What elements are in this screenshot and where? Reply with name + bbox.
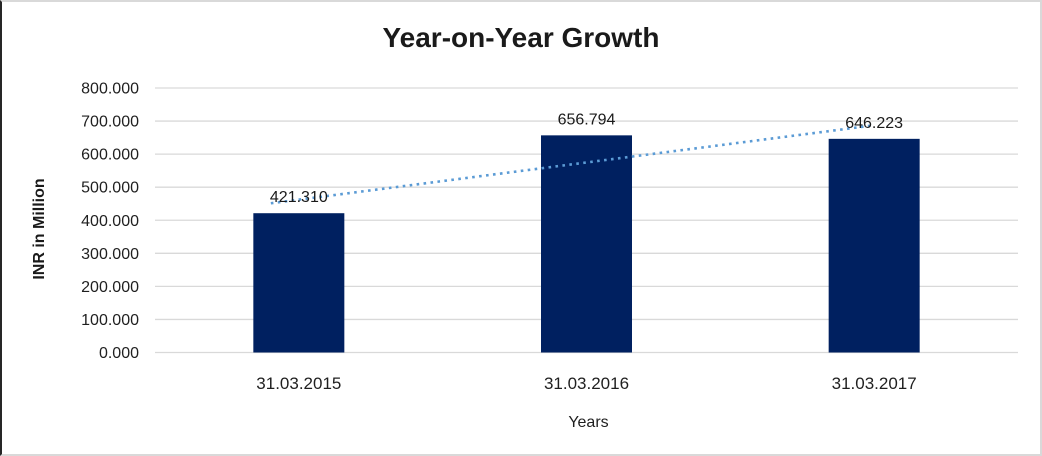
bar (541, 135, 632, 353)
y-tick-label: 600.000 (81, 147, 139, 164)
bar-data-label: 646.223 (845, 115, 903, 132)
bar (828, 138, 920, 353)
y-tick-label: 700.000 (81, 114, 139, 131)
y-tick-label: 100.000 (81, 312, 139, 329)
chart-title: Year-on-Year Growth (382, 22, 660, 53)
y-tick-label: 300.000 (81, 246, 139, 263)
bar-data-label: 421.310 (270, 189, 328, 206)
y-axis-title: INR in Million (31, 178, 48, 280)
bar (253, 213, 345, 353)
x-axis-title: Years (568, 414, 609, 431)
x-tick-label: 31.03.2017 (832, 374, 917, 393)
bar-data-label: 656.794 (558, 111, 616, 128)
y-tick-label: 0.000 (99, 345, 139, 362)
y-tick-label: 500.000 (81, 180, 139, 197)
y-tick-label: 800.000 (81, 81, 139, 98)
x-tick-label: 31.03.2016 (544, 374, 629, 393)
x-tick-label: 31.03.2015 (256, 374, 341, 393)
y-tick-label: 200.000 (81, 279, 139, 296)
y-tick-label: 400.000 (81, 213, 139, 230)
